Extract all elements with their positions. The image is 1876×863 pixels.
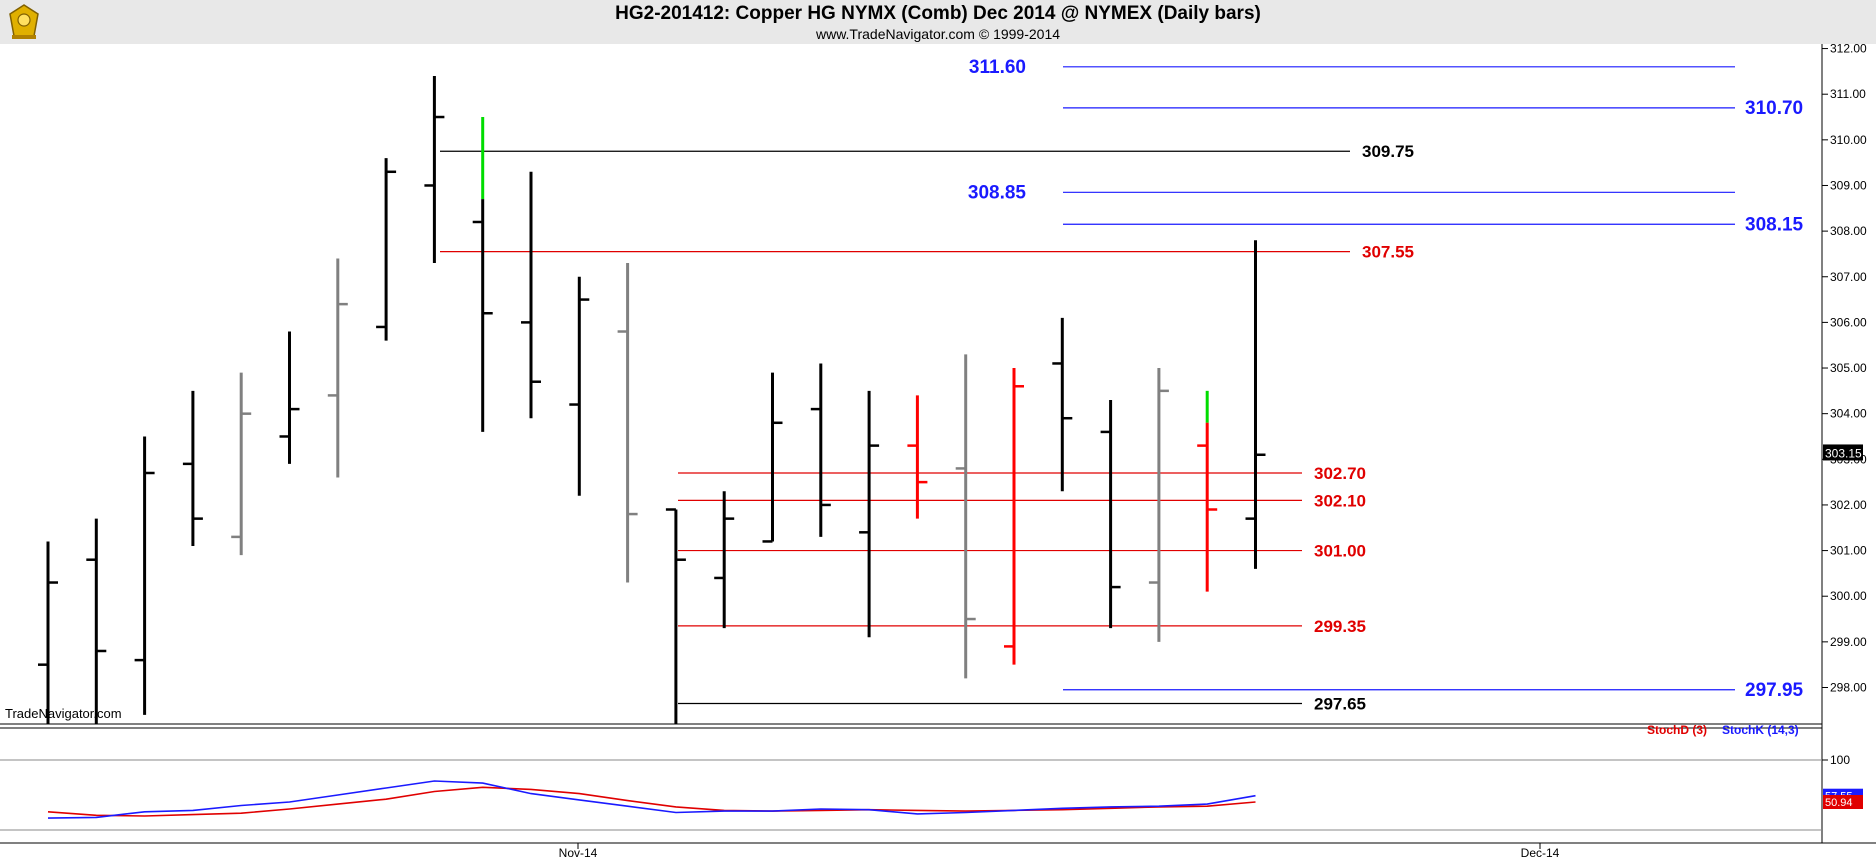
price-level-label: 308.15 [1745, 214, 1804, 235]
price-level-label: 297.95 [1745, 680, 1804, 701]
chart-header: HG2-201412: Copper HG NYMX (Comb) Dec 20… [0, 0, 1876, 44]
price-tick-label: 310.00 [1830, 133, 1867, 147]
watermark: TradeNavigator.com [5, 706, 122, 721]
price-tick-label: 300.00 [1830, 589, 1867, 603]
stoch-d-value: 50.94 [1825, 797, 1853, 809]
legend-stoch-k: StochK (14,3) [1722, 723, 1799, 737]
price-tick-label: 312.00 [1830, 42, 1867, 56]
price-level-label: 307.55 [1362, 243, 1414, 262]
legend-stoch-d: StochD (3) [1647, 723, 1707, 737]
price-tick-label: 302.00 [1830, 498, 1867, 512]
price-tick-label: 306.00 [1830, 315, 1867, 329]
chart-subtitle: www.TradeNavigator.com © 1999-2014 [815, 26, 1061, 42]
stoch-d-line [47, 786, 1256, 817]
x-tick-label: Dec-14 [1521, 846, 1560, 860]
price-tick-label: 298.00 [1830, 680, 1867, 694]
price-level-label: 310.70 [1745, 98, 1803, 119]
price-tick-label: 304.00 [1830, 407, 1867, 421]
stoch-d-marker [1823, 795, 1863, 809]
price-tick-label: 311.00 [1830, 87, 1866, 101]
price-level-label: 299.35 [1314, 617, 1366, 636]
price-level-label: 302.70 [1314, 464, 1366, 483]
price-level-label: 309.75 [1362, 142, 1414, 161]
price-tick-label: 301.00 [1830, 544, 1867, 558]
price-level-label: 301.00 [1314, 542, 1366, 561]
stoch-tick-label: 100 [1830, 753, 1850, 767]
stoch-k-line [47, 780, 1256, 819]
price-tick-label: 305.00 [1830, 361, 1867, 375]
last-price-marker [1823, 444, 1863, 461]
price-tick-label: 307.00 [1830, 270, 1867, 284]
x-tick-label: Nov-14 [559, 846, 598, 860]
price-level-label: 297.65 [1314, 694, 1366, 713]
price-level-label: 308.85 [968, 182, 1027, 203]
price-tick-label: 309.00 [1830, 178, 1867, 192]
chart-title: HG2-201412: Copper HG NYMX (Comb) Dec 20… [615, 3, 1261, 24]
price-level-label: 311.60 [969, 57, 1026, 78]
last-price-label: 303.15 [1825, 446, 1862, 460]
trade-navigator-logo-icon [4, 2, 44, 42]
price-tick-label: 308.00 [1830, 224, 1867, 238]
price-tick-label: 299.00 [1830, 635, 1867, 649]
price-level-label: 302.10 [1314, 491, 1366, 510]
